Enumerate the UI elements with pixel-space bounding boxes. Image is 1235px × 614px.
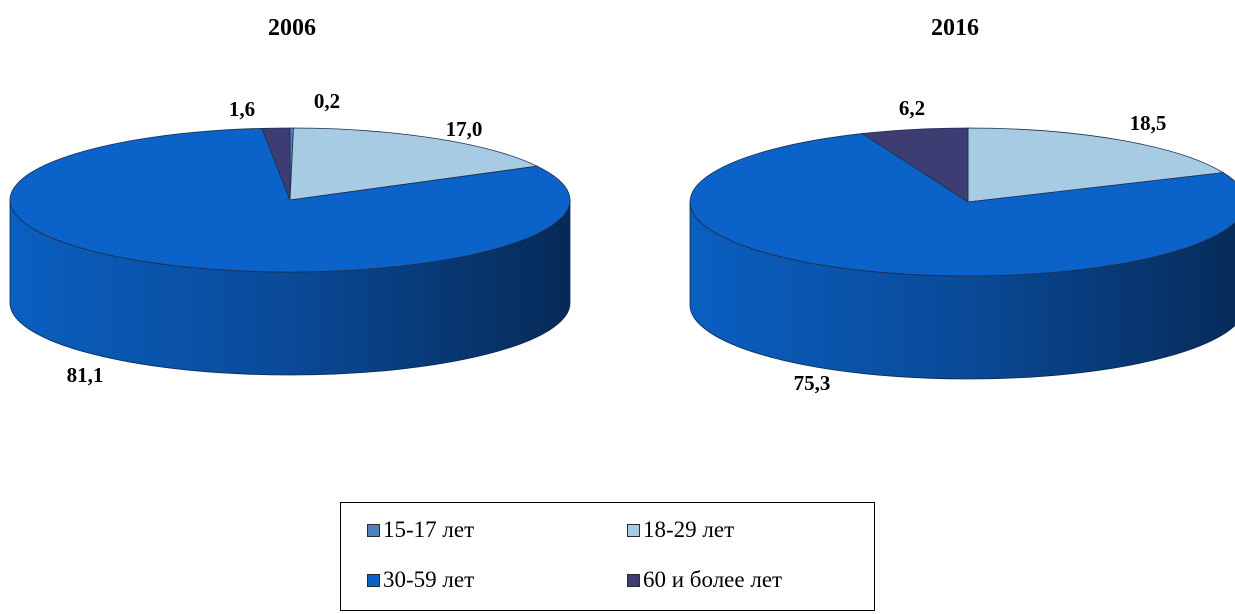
legend-label-30-59: 30-59 лет [383,567,475,592]
legend-label-15-17: 15-17 лет [383,517,475,542]
pie-slice-2016-30-59 [689,133,1235,277]
legend-item-60-plus: 60 и более лет [627,567,782,593]
pie-2006: 2006 0,2 17,0 81,1 1,6 [9,15,571,387]
legend-swatch-60-plus [627,573,640,587]
legend-swatch-30-59 [367,573,380,587]
legend-item-18-29: 18-29 лет [627,517,734,543]
chart-title-2016: 2016 [931,15,979,41]
legend: 15-17 лет 18-29 лет 30-59 лет 60 и более… [340,502,875,611]
pie-slice-2006-60-plus [261,127,291,201]
legend-item-30-59: 30-59 лет [367,567,474,593]
chart-title-2006: 2006 [268,15,316,41]
pie-2016: 2016 18,5 75,3 6,2 [689,15,1235,395]
pie-slice-2016-18-29 [967,127,1225,203]
data-label-2006-60-plus: 1,6 [229,97,255,121]
legend-item-15-17: 15-17 лет [367,517,474,543]
data-label-2006-15-17: 0,2 [314,89,340,113]
legend-swatch-18-29 [627,523,640,537]
data-label-2006-30-59: 81,1 [67,363,104,387]
data-label-2006-18-29: 17,0 [446,117,483,141]
legend-label-60-plus: 60 и более лет [643,567,783,592]
legend-label-18-29: 18-29 лет [643,517,735,542]
data-label-2016-18-29: 18,5 [1130,111,1167,135]
pie-slice-2006-18-29 [289,127,539,201]
pie-slice-2006-30-59 [9,127,571,273]
legend-swatch-15-17 [367,523,380,537]
pie-slice-2016-60-plus [861,127,969,203]
data-label-2016-60-plus: 6,2 [899,96,925,120]
data-label-2016-30-59: 75,3 [794,371,831,395]
